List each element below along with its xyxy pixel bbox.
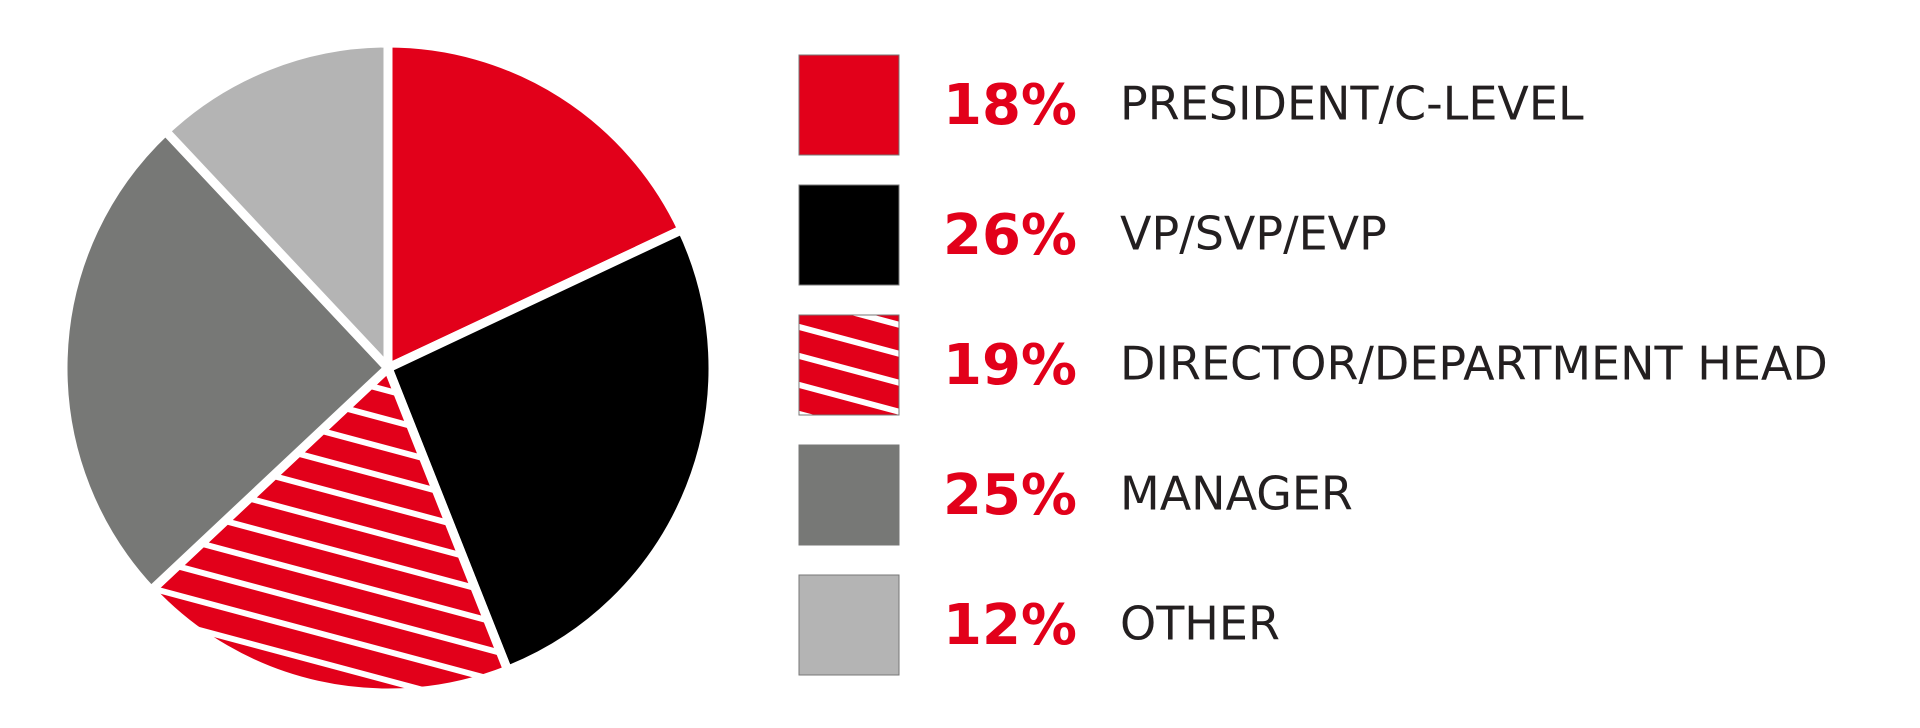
legend-label: VP/SVP/EVP xyxy=(1120,207,1387,261)
legend-swatch xyxy=(798,444,900,546)
legend-label: DIRECTOR/DEPARTMENT HEAD xyxy=(1120,337,1828,391)
legend-swatch xyxy=(798,54,900,156)
legend-swatch xyxy=(798,314,900,416)
legend-value: 26% xyxy=(943,203,1077,268)
pie-slice xyxy=(382,223,718,677)
legend-label: MANAGER xyxy=(1120,467,1353,521)
legend-value: 18% xyxy=(943,73,1077,138)
legend-value: 25% xyxy=(943,463,1077,528)
legend-value: 12% xyxy=(943,593,1077,658)
pie-slice xyxy=(159,38,393,380)
legend-swatch xyxy=(798,184,900,286)
pie-slice xyxy=(144,360,514,698)
pie-slice xyxy=(58,124,395,597)
legend-label: OTHER xyxy=(1120,597,1280,651)
legend-value: 19% xyxy=(943,333,1077,398)
legend-swatch xyxy=(798,574,900,676)
pie-slice xyxy=(383,38,689,376)
legend-label: PRESIDENT/C-LEVEL xyxy=(1120,77,1584,131)
